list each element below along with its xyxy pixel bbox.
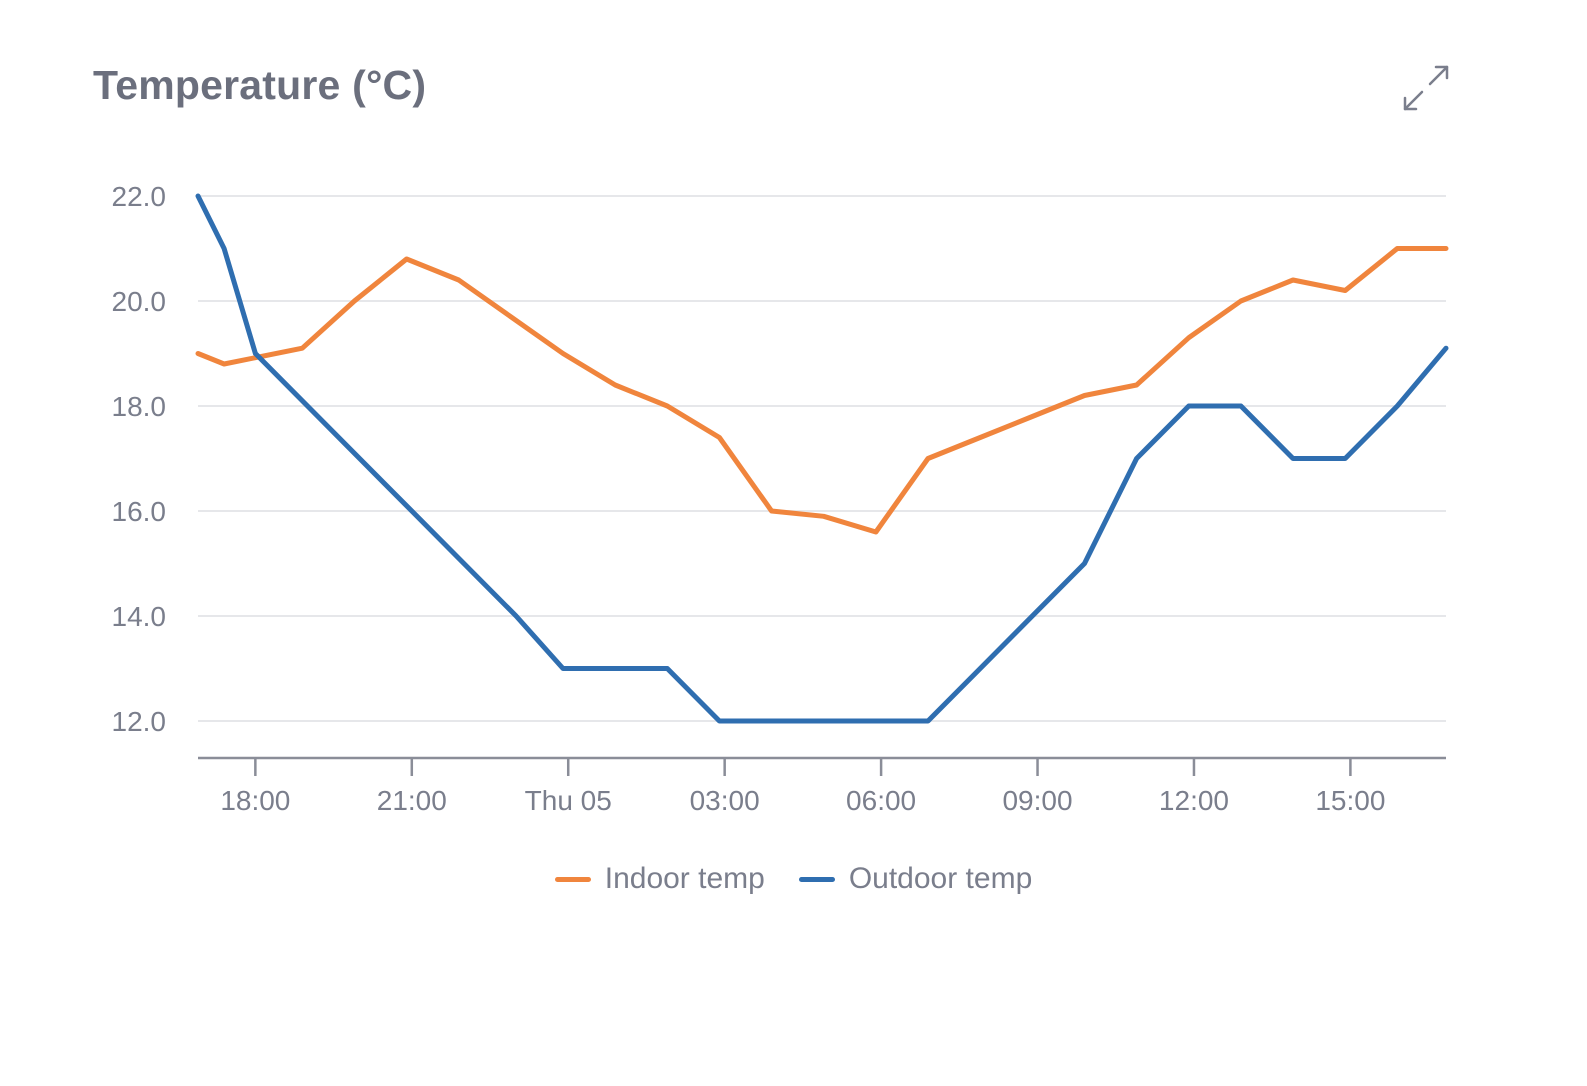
chart-title: Temperature (°C) (93, 62, 427, 108)
x-tick-label: Thu 05 (525, 785, 612, 816)
y-tick-label: 16.0 (112, 496, 167, 527)
legend-item-outdoor[interactable]: Outdoor temp (798, 862, 1033, 896)
y-tick-label: 20.0 (112, 286, 167, 317)
legend-label-outdoor: Outdoor temp (848, 862, 1033, 895)
outdoor-temp-line (195, 193, 1449, 724)
chart-legend: Indoor temp Outdoor temp (0, 862, 1587, 896)
y-tick-label: 12.0 (112, 706, 167, 737)
x-tick-label: 06:00 (846, 785, 916, 816)
x-tick-label: 03:00 (690, 785, 760, 816)
temperature-line-chart: 22.0 20.0 18.0 16.0 14.0 12.0 18:00 21:00 Thu 05… (112, 181, 1449, 816)
y-tick-label: 14.0 (112, 601, 167, 632)
y-tick-label: 22.0 (112, 181, 167, 212)
expand-icon-svg (1403, 65, 1449, 111)
expand-icon[interactable] (1400, 62, 1452, 114)
indoor-temp-line (195, 246, 1449, 535)
x-tick-label: 21:00 (377, 785, 447, 816)
x-tick-label: 09:00 (1002, 785, 1072, 816)
y-tick-label: 18.0 (112, 391, 167, 422)
x-tick-label: 15:00 (1315, 785, 1385, 816)
legend-item-indoor[interactable]: Indoor temp (554, 862, 765, 896)
legend-swatch-indoor (554, 876, 591, 882)
legend-label-indoor: Indoor temp (604, 862, 765, 895)
x-tick-label: 18:00 (220, 785, 290, 816)
legend-swatch-outdoor (798, 876, 835, 882)
x-tick-label: 12:00 (1159, 785, 1229, 816)
